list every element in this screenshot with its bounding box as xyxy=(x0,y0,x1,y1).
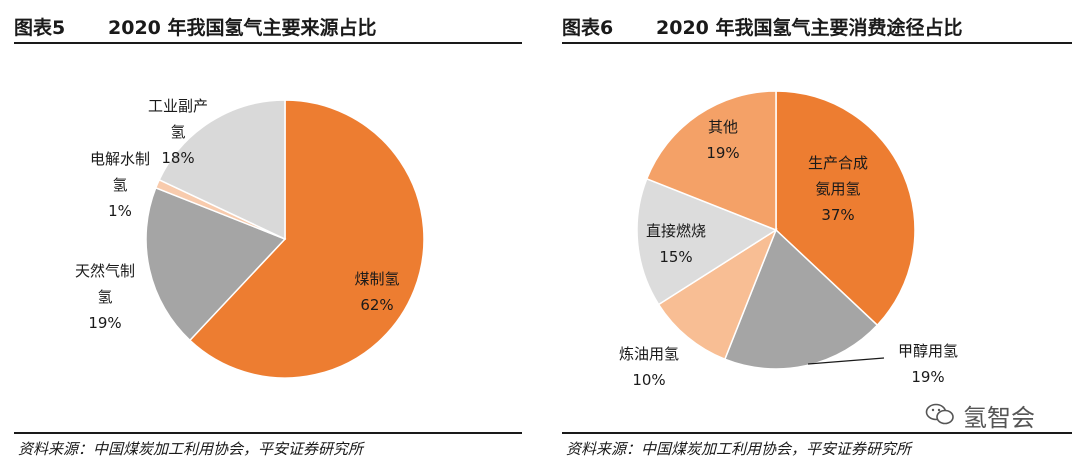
source-note: 资料来源：中国煤炭加工利用协会，平安证券研究所 xyxy=(18,440,364,458)
source-note: 资料来源：中国煤炭加工利用协会，平安证券研究所 xyxy=(566,440,912,458)
watermark-text: 氢智会 xyxy=(963,404,1035,432)
slice-category-label: 工业副产 xyxy=(148,97,208,115)
slice-category-label: 氢 xyxy=(112,176,127,194)
pie-slice xyxy=(188,99,425,379)
slice-category-label: 电解水制 xyxy=(90,150,150,168)
slice-value-label: 15% xyxy=(659,248,692,266)
pie-slice xyxy=(775,90,916,327)
chart-title: 2020 年我国氢气主要来源占比 xyxy=(108,17,377,39)
pie-slice xyxy=(657,228,778,361)
watermark: 氢智会 xyxy=(925,398,1073,434)
slice-category-label: 氢 xyxy=(97,288,112,306)
slice-value-label: 10% xyxy=(632,371,665,389)
slice-value-label: 19% xyxy=(88,314,121,332)
slice-category-label: 其他 xyxy=(708,118,738,136)
chart-panel-sources: 图表5 2020 年我国氢气主要来源占比 煤制氢 62% 天然气制氢 19% 电解水制氢… xyxy=(0,0,530,469)
slice-value-label: 19% xyxy=(911,368,944,386)
slice-category-label: 炼油用氢 xyxy=(619,345,679,363)
leader-line xyxy=(807,357,885,365)
slice-value-label: 1% xyxy=(108,202,132,220)
chart-footer: 资料来源：中国煤炭加工利用协会，平安证券研究所 xyxy=(14,432,522,458)
slice-value-label: 18% xyxy=(161,149,194,167)
wechat-icon xyxy=(925,403,954,425)
slice-category-label: 氨用氢 xyxy=(815,180,860,198)
chart-header: 图表5 2020 年我国氢气主要来源占比 xyxy=(14,8,522,44)
slice-value-label: 37% xyxy=(821,206,854,224)
figure-number: 图表6 xyxy=(562,17,614,39)
pie-slice xyxy=(645,90,777,232)
slice-category-label: 天然气制 xyxy=(75,262,135,280)
figure-number: 图表5 xyxy=(14,17,66,39)
chart-title: 2020 年我国氢气主要消费途径占比 xyxy=(656,17,963,39)
slice-category-label: 直接燃烧 xyxy=(646,222,706,240)
chart-header: 图表6 2020 年我国氢气主要消费途径占比 xyxy=(562,8,1072,44)
pie-slice xyxy=(158,99,286,241)
slice-category-label: 生产合成 xyxy=(808,154,868,172)
pie-slice xyxy=(636,177,778,306)
chart-panel-consumption: 图表6 2020 年我国氢气主要消费途径占比 生产合成氨用氢 37% 甲醇用氢 19%… xyxy=(548,0,1080,469)
chart-footer: 资料来源：中国煤炭加工利用协会，平安证券研究所 xyxy=(562,432,1072,458)
slice-category-label: 氢 xyxy=(170,123,185,141)
slice-category-label: 煤制氢 xyxy=(354,270,399,288)
slice-value-label: 62% xyxy=(360,296,393,314)
slice-value-label: 19% xyxy=(706,144,739,162)
slice-category-label: 甲醇用氢 xyxy=(898,342,958,360)
